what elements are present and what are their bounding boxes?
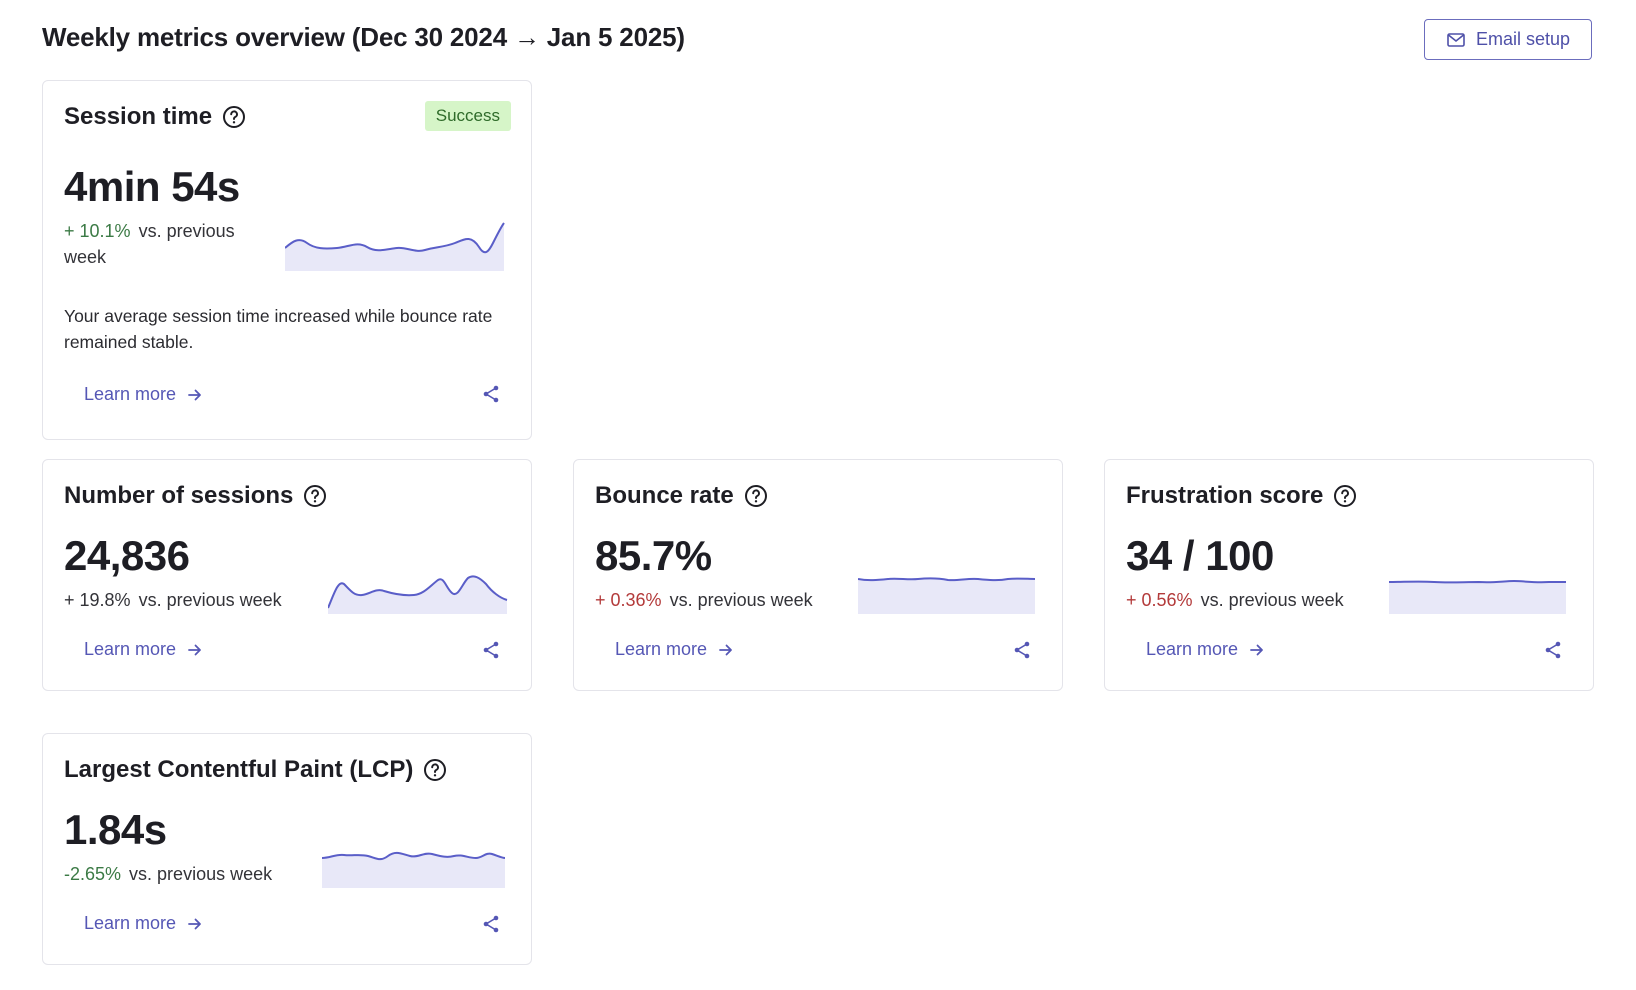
insight-description: Your average session time increased whil…: [64, 306, 493, 352]
delta-suffix: vs. previous week: [1200, 590, 1344, 610]
sparkline: [285, 222, 505, 271]
card-title: Largest Contentful Paint (LCP): [64, 756, 447, 784]
learn-more-link[interactable]: Learn more: [84, 639, 204, 660]
learn-more-label: Learn more: [615, 639, 708, 659]
card-title: Frustration score: [1126, 482, 1357, 510]
learn-more-link[interactable]: Learn more: [1146, 639, 1266, 660]
share-icon[interactable]: [1543, 640, 1563, 660]
share-icon[interactable]: [481, 384, 501, 404]
card-title: Session time: [64, 103, 246, 131]
frustration-score-card: Frustration score 34 / 100 + 0.56% vs. pr…: [1104, 459, 1594, 691]
help-icon[interactable]: [744, 484, 768, 508]
email-setup-label: Email setup: [1475, 29, 1571, 49]
delta-suffix: vs. previous week: [129, 864, 273, 884]
delta-line: + 10.1% vs. previous week: [64, 218, 264, 270]
sessions-card: Number of sessions 24,836 + 19.8% vs. pre…: [42, 459, 532, 691]
metric-value: 24,836: [64, 532, 190, 579]
learn-more-label: Learn more: [1146, 639, 1239, 659]
sparkline: [322, 851, 506, 888]
metric-value: 85.7%: [595, 532, 712, 579]
card-title-text: Frustration score: [1126, 482, 1324, 509]
learn-more-label: Learn more: [84, 913, 177, 933]
card-title-text: Session time: [64, 103, 213, 130]
help-icon[interactable]: [1333, 484, 1357, 508]
metric-value: 4min 54s: [64, 163, 240, 210]
session-time-card: Session time Success 4min 54s + 10.1% vs.…: [42, 80, 532, 440]
sparkline: [328, 575, 508, 614]
sparkline: [858, 577, 1036, 614]
learn-more-label: Learn more: [84, 639, 177, 659]
card-title-text: Number of sessions: [64, 482, 294, 509]
status-badge: Success: [424, 101, 511, 131]
card-title: Number of sessions: [64, 482, 327, 510]
bounce-rate-card: Bounce rate 85.7% + 0.36% vs. previous we…: [573, 459, 1063, 691]
arrow-right-icon: [188, 389, 201, 400]
card-title-text: Largest Contentful Paint (LCP): [64, 756, 414, 783]
share-icon[interactable]: [481, 640, 501, 660]
card-title-text: Bounce rate: [595, 482, 734, 509]
sparkline: [1389, 579, 1566, 614]
metric-value: 34 / 100: [1126, 532, 1274, 579]
page-title: Weekly metrics overview (Dec 30 2024 → J…: [42, 22, 685, 52]
metric-value: 1.84s: [64, 806, 167, 853]
delta-value: + 0.36%: [595, 590, 662, 610]
arrow-right-icon: [719, 644, 732, 655]
help-icon[interactable]: [303, 484, 327, 508]
delta-line: + 19.8% vs. previous week: [64, 587, 282, 613]
learn-more-link[interactable]: Learn more: [615, 639, 735, 660]
learn-more-link[interactable]: Learn more: [84, 384, 204, 405]
share-icon[interactable]: [481, 914, 501, 934]
arrow-right-icon: [1250, 644, 1263, 655]
delta-value: -2.65%: [64, 864, 122, 884]
mail-icon: [1447, 32, 1465, 47]
email-setup-button[interactable]: Email setup: [1424, 19, 1592, 60]
arrow-right-icon: [188, 918, 201, 929]
card-title: Bounce rate: [595, 482, 768, 510]
delta-suffix: vs. previous week: [64, 221, 235, 267]
delta-line: + 0.36% vs. previous week: [595, 587, 813, 613]
delta-line: -2.65% vs. previous week: [64, 861, 272, 887]
share-icon[interactable]: [1012, 640, 1032, 660]
delta-value: + 0.56%: [1126, 590, 1193, 610]
delta-value: + 10.1%: [64, 221, 131, 241]
delta-line: + 0.56% vs. previous week: [1126, 587, 1344, 613]
delta-value: + 19.8%: [64, 590, 131, 610]
help-icon[interactable]: [423, 758, 447, 782]
arrow-right-icon: [188, 644, 201, 655]
learn-more-link[interactable]: Learn more: [84, 913, 204, 934]
lcp-card: Largest Contentful Paint (LCP) 1.84s -2.…: [42, 733, 532, 965]
learn-more-label: Learn more: [84, 384, 177, 404]
delta-suffix: vs. previous week: [138, 590, 282, 610]
help-icon[interactable]: [222, 105, 246, 129]
delta-suffix: vs. previous week: [669, 590, 813, 610]
